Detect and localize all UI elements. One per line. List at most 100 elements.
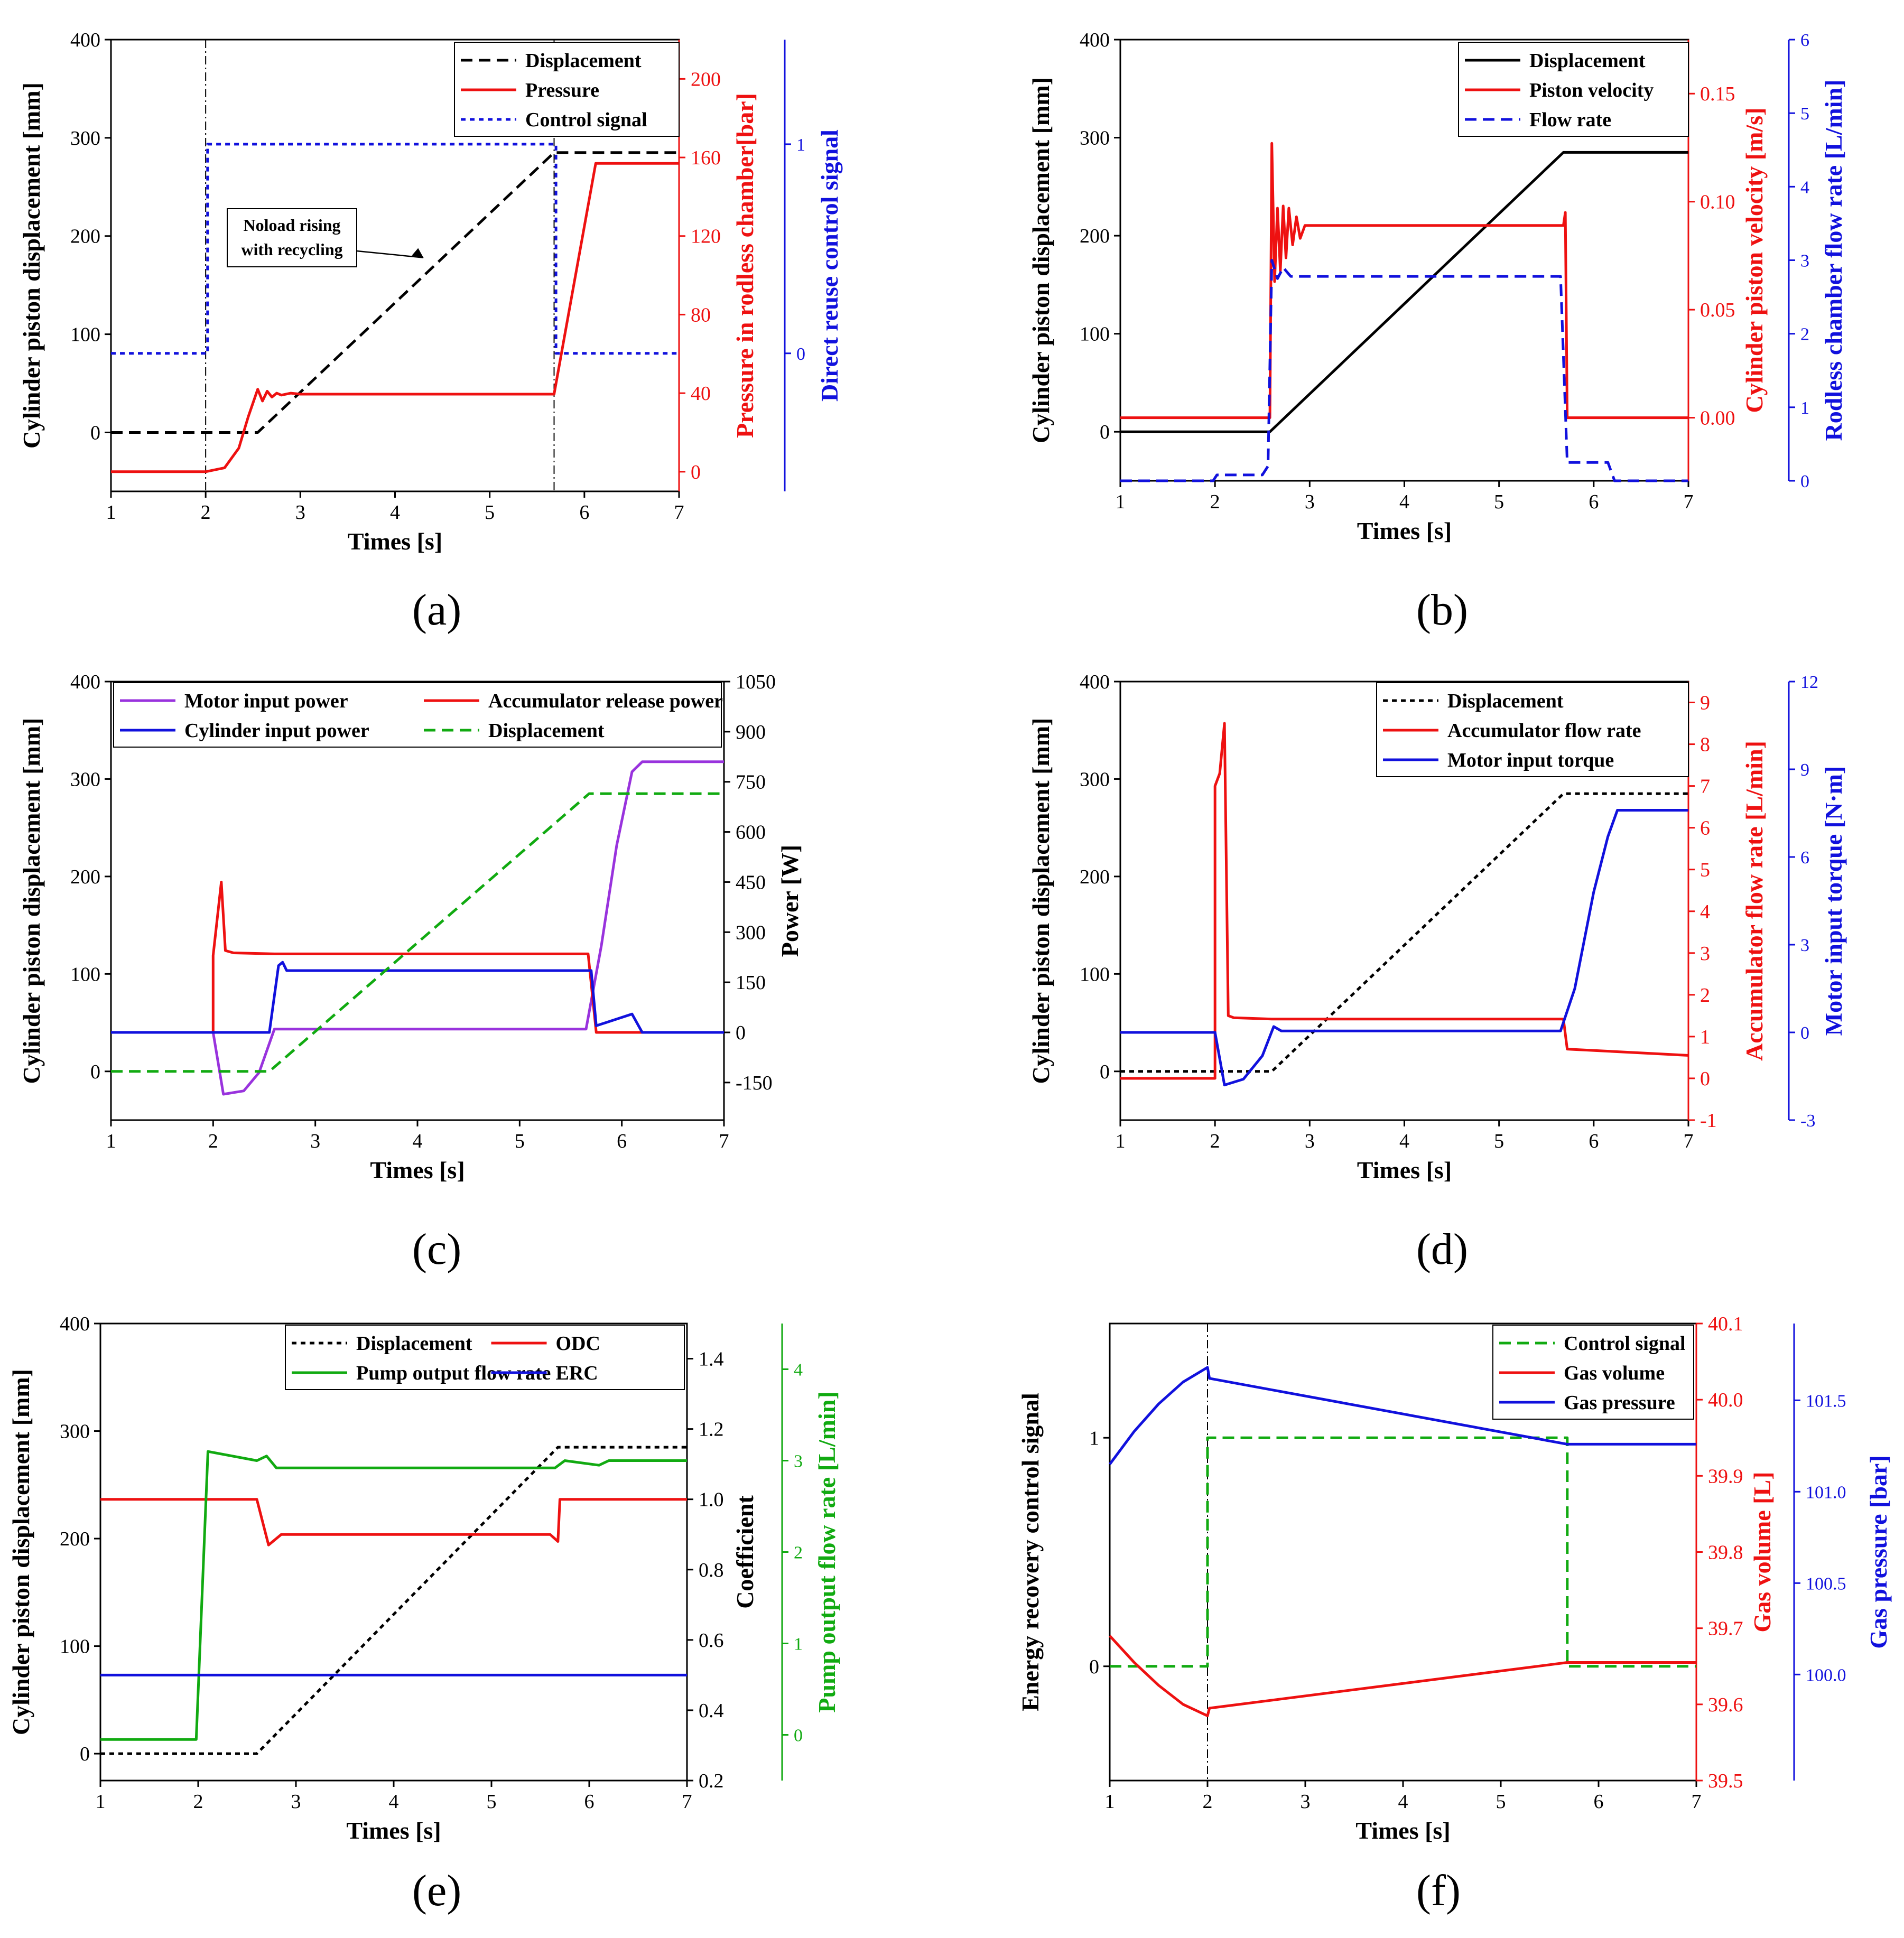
- y2-tick-label: 39.9: [1708, 1465, 1743, 1487]
- y-tick-label: 400: [70, 671, 100, 693]
- x-axis-label: Times [s]: [348, 528, 442, 555]
- series-line-flow-rate: [1120, 259, 1688, 482]
- y2-tick-label: 0.05: [1700, 299, 1735, 321]
- legend-label: Displacement: [1529, 50, 1646, 72]
- y2-axis-label: Pressure in rodless chamber[bar]: [731, 93, 758, 438]
- y2-tick-label: 0.8: [699, 1559, 724, 1581]
- x-tick-label: 3: [291, 1791, 301, 1813]
- y3-tick-label: 0: [796, 344, 805, 364]
- chart-f: 1 2 3 4 5 6 7 Times [s] 0 1 Energy recovery contro…: [1017, 1313, 1892, 1844]
- x-tick-label: 7: [1684, 491, 1694, 513]
- y2-tick-label: 80: [691, 304, 711, 326]
- y-tick-label: 0: [90, 422, 100, 444]
- annotation-arrow-line: [356, 250, 424, 258]
- y2-tick-label: 900: [736, 721, 766, 743]
- y2-tick-label: 160: [691, 147, 721, 169]
- x-tick-label: 5: [1496, 1791, 1506, 1813]
- y-axis-label: Cylinder piston displacement [mm]: [7, 1369, 34, 1735]
- series-line-accumulator-flow-rate: [1120, 722, 1689, 1080]
- y2-tick-label: 6: [1700, 817, 1710, 840]
- y-tick-label: 200: [60, 1528, 90, 1550]
- y-tick-label: 0: [1100, 421, 1110, 443]
- y3-tick-label: 0: [1800, 472, 1809, 491]
- y2-tick-label: 0.4: [699, 1700, 724, 1722]
- x-tick-label: 3: [1305, 491, 1315, 513]
- y2-tick-label: 0.10: [1700, 191, 1735, 213]
- y-tick-label: 400: [60, 1313, 90, 1335]
- x-tick-label: 2: [208, 1130, 218, 1152]
- legend-label: Gas pressure: [1564, 1392, 1675, 1414]
- y-tick-label: 100: [1080, 323, 1110, 346]
- y-tick-label: 100: [70, 324, 100, 346]
- y2-tick-label: -150: [736, 1072, 773, 1094]
- y3-tick-label: 0: [1800, 1023, 1809, 1043]
- y-tick-label: 300: [1080, 127, 1110, 150]
- x-tick-label: 5: [1494, 491, 1504, 513]
- y3-tick-label: -3: [1800, 1111, 1815, 1131]
- legend-label: Displacement: [525, 50, 642, 72]
- x-tick-label: 3: [310, 1130, 320, 1152]
- legend-label: Motor input power: [184, 690, 348, 712]
- x-tick-label: 6: [584, 1791, 595, 1813]
- y-tick-label: 300: [60, 1421, 90, 1443]
- y2-tick-label: 450: [736, 871, 766, 893]
- x-tick-label: 5: [485, 501, 495, 524]
- y2-axis-label: Coefficient: [731, 1495, 758, 1609]
- y-tick-label: 100: [60, 1636, 90, 1658]
- x-tick-label: 3: [1301, 1791, 1311, 1813]
- x-tick-label: 2: [1210, 1130, 1220, 1152]
- y-tick-label: 300: [70, 127, 100, 150]
- x-tick-label: 2: [1210, 491, 1220, 513]
- legend-label: ODC: [556, 1333, 600, 1355]
- chart-b: 1 2 3 4 5 6 7 Times [s] 0 100 200 300 400 Cylinder pi…: [1027, 29, 1847, 544]
- x-tick-label: 7: [719, 1130, 729, 1152]
- y2-tick-label: 0.15: [1700, 83, 1735, 105]
- y3-tick-label: 6: [1800, 31, 1809, 50]
- legend-label: Control signal: [1564, 1333, 1686, 1355]
- legend-label: Displacement: [1447, 690, 1564, 712]
- y-axis-label: Energy recovery control signal: [1017, 1393, 1044, 1711]
- y2-tick-label: 1.2: [699, 1419, 724, 1441]
- y-tick-label: 200: [70, 866, 100, 888]
- y2-tick-label: 40: [691, 383, 711, 405]
- y3-axis-label: Motor input torque [N·m]: [1820, 766, 1847, 1036]
- y3-axis-label: Rodless chamber flow rate [L/min]: [1820, 80, 1847, 441]
- y3-tick-label: 3: [1800, 251, 1809, 271]
- y2-tick-label: 39.5: [1708, 1770, 1743, 1792]
- series-line-displacement: [1120, 151, 1688, 433]
- y3-tick-label: 5: [1800, 104, 1809, 124]
- y3-tick-label: 1: [1800, 398, 1809, 418]
- legend-box: [113, 682, 722, 748]
- y2-tick-label: 7: [1700, 776, 1710, 798]
- legend-label: Motor input torque: [1447, 749, 1614, 771]
- y2-tick-label: 0: [691, 461, 701, 483]
- panel-label-b: (b): [1416, 585, 1468, 635]
- x-tick-label: 4: [1399, 1130, 1409, 1152]
- y2-tick-label: 1: [1700, 1026, 1710, 1048]
- series-line-motor-input-power: [111, 760, 724, 1096]
- x-axis-label: Times [s]: [346, 1817, 441, 1844]
- legend-label: Piston velocity: [1529, 79, 1654, 101]
- y-tick-label: 200: [1080, 866, 1110, 888]
- y3-tick-label: 101.0: [1806, 1483, 1846, 1502]
- x-tick-label: 1: [96, 1791, 106, 1813]
- series-line-odc: [100, 1498, 687, 1546]
- series-line-displacement: [1120, 792, 1688, 1073]
- y-tick-label: 300: [70, 768, 100, 790]
- y2-tick-label: 40.1: [1708, 1313, 1743, 1335]
- y-tick-label: 100: [1080, 963, 1110, 985]
- y-axis-label: Cylinder piston displacement [mm]: [18, 82, 45, 449]
- y-tick-label: 0: [90, 1061, 100, 1083]
- y-axis-label: Cylinder piston displacement [mm]: [18, 718, 45, 1084]
- legend-label: Pressure: [525, 79, 599, 101]
- x-tick-label: 6: [617, 1130, 627, 1152]
- y2-tick-label: 5: [1700, 859, 1710, 881]
- y2-tick-label: -1: [1700, 1110, 1717, 1132]
- chart-e: 1 2 3 4 5 6 7 Times [s] 0 100 200 300 400 Cylinder pi…: [7, 1313, 840, 1844]
- y3-tick-label: 9: [1800, 760, 1809, 780]
- annotation-box: [227, 208, 357, 267]
- series-line-piston-velocity: [1120, 142, 1688, 420]
- x-tick-label: 5: [515, 1130, 525, 1152]
- x-tick-label: 1: [1116, 1130, 1126, 1152]
- x-tick-label: 4: [1398, 1791, 1408, 1813]
